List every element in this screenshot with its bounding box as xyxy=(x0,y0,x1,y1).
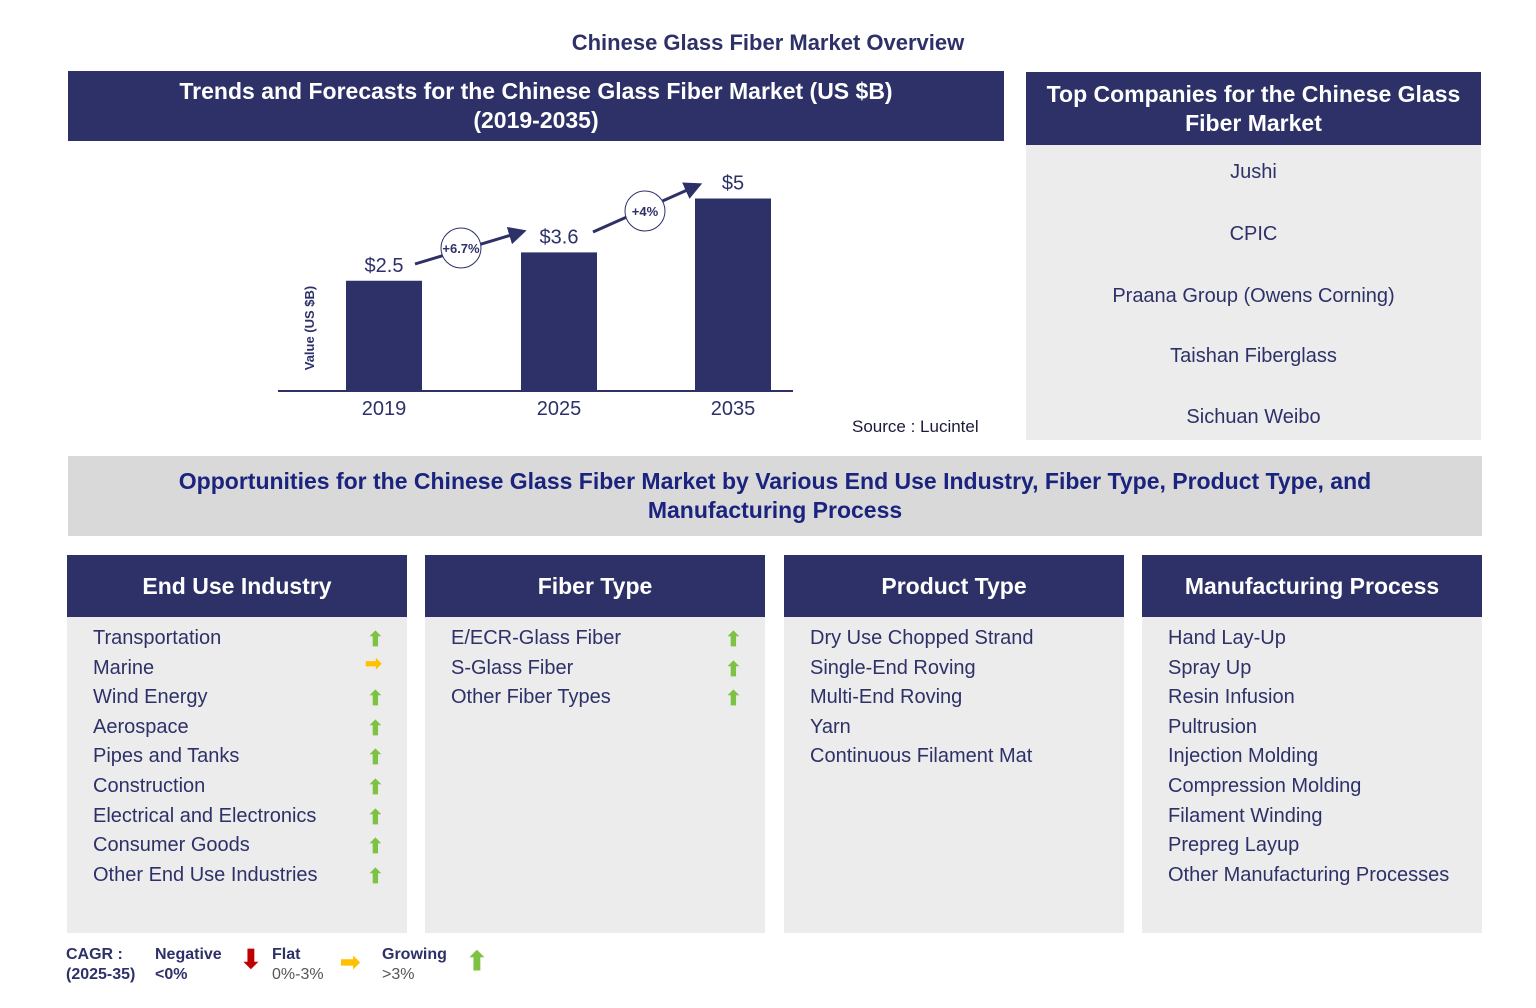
legend-cagr: CAGR : xyxy=(66,946,123,963)
column-header: Fiber Type xyxy=(425,555,765,617)
category-column: End Use Industry Transportation ⬆ Marine ➡ Wi… xyxy=(67,555,407,933)
list-item: Transportation xyxy=(93,627,222,649)
cagr-circle xyxy=(624,190,666,232)
list-item: Electrical and Electronics xyxy=(93,804,317,827)
companies-list: Jushi CPIC Praana Group (Owens Corning) … xyxy=(1026,145,1481,440)
opportunities-banner: Opportunities for the Chinese Glass Fibe… xyxy=(68,456,1482,536)
arrow-up-icon: ⬆ xyxy=(367,865,384,888)
x-tick-label: 2025 xyxy=(537,398,582,420)
category-column: Manufacturing Process Hand Lay-Up Spray Up… xyxy=(1142,555,1482,933)
list-item: Wind Energy xyxy=(93,686,208,709)
column-list: E/ECR-Glass Fiber ⬆ S-Glass Fiber ⬆ Other Fi… xyxy=(425,617,765,933)
trend-header-line2: (2019-2035) xyxy=(473,107,599,133)
legend-negative: Negative xyxy=(155,946,222,963)
company-item: CPIC xyxy=(1229,223,1278,245)
list-item: Other Fiber Types xyxy=(451,686,611,709)
list-item: Injection Molding xyxy=(1168,745,1319,768)
list-item: Pipes and Tanks xyxy=(93,745,240,768)
list-item: Resin Infusion xyxy=(1168,686,1295,709)
arrow-up-icon: ⬆ xyxy=(725,688,742,711)
arrow-up-icon: ⬆ xyxy=(725,658,742,681)
trend-header: Trends and Forecasts for the Chinese Gla… xyxy=(68,71,1004,141)
arrow-right-icon: ➡ xyxy=(365,652,382,675)
company-item: Taishan Fiberglass xyxy=(1170,345,1337,367)
list-item: Filament Winding xyxy=(1168,804,1323,827)
arrow-up-icon: ⬆ xyxy=(367,747,384,770)
legend-growing-range: >3% xyxy=(382,966,415,983)
companies-header: Top Companies for the Chinese Glass Fiber… xyxy=(1026,72,1481,145)
column-header: End Use Industry xyxy=(67,555,407,617)
bar xyxy=(521,252,597,391)
bar xyxy=(695,198,771,391)
list-item: Spray Up xyxy=(1168,656,1252,679)
list-item: Multi-End Roving xyxy=(810,686,963,709)
arrow-right-icon: ➡ xyxy=(340,949,361,976)
legend-period: (2025-35) xyxy=(66,966,136,983)
list-item: Prepreg Layup xyxy=(1168,834,1300,857)
arrow-up-icon: ⬆ xyxy=(466,946,488,976)
list-item: Consumer Goods xyxy=(93,834,250,857)
trend-header-line1: Trends and Forecasts for the Chinese Gla… xyxy=(179,78,893,104)
arrow-up-icon: ⬆ xyxy=(367,717,384,740)
cagr-label: +6.7% xyxy=(442,241,480,256)
arrow-up-icon: ⬆ xyxy=(367,836,384,859)
companies-header-line2: Fiber Market xyxy=(1185,109,1322,136)
column-list: Dry Use Chopped Strand Single-End Roving M… xyxy=(784,617,1124,933)
list-item: S-Glass Fiber xyxy=(451,656,574,679)
column-list: Hand Lay-Up Spray Up Resin Infusion Pultrus… xyxy=(1142,617,1482,933)
x-tick-label: 2019 xyxy=(362,398,407,420)
list-item: Single-End Roving xyxy=(810,656,976,679)
y-axis-label: Value (US $B) xyxy=(302,286,317,371)
arrow-up-icon: ⬆ xyxy=(725,629,742,651)
category-column: Product Type Dry Use Chopped Strand Single… xyxy=(784,555,1124,933)
arrow-down-icon: ⬇ xyxy=(240,944,262,974)
bar-chart: $2.5 2019 $3.6 2025 $5 2035 Value (US $B) +6.7%… xyxy=(278,173,793,420)
column-list: Transportation ⬆ Marine ➡ Wind Energy ⬆ Aerosp… xyxy=(67,617,407,933)
list-item: Construction xyxy=(93,775,206,797)
list-item: Marine xyxy=(93,656,155,679)
arrow-up-icon: ⬆ xyxy=(367,688,384,711)
list-item: Other Manufacturing Processes xyxy=(1168,863,1450,886)
bar xyxy=(346,280,422,391)
arrow-up-icon: ⬆ xyxy=(367,806,384,829)
company-item: Praana Group (Owens Corning) xyxy=(1112,285,1395,307)
company-item: Sichuan Weibo xyxy=(1186,406,1321,428)
column-header: Manufacturing Process xyxy=(1142,555,1482,617)
data-label: $3.6 xyxy=(540,226,579,248)
x-tick-label: 2035 xyxy=(711,398,756,420)
list-item: Yarn xyxy=(810,715,851,738)
arrow-up-icon: ⬆ xyxy=(367,629,384,651)
source-note: Source : Lucintel xyxy=(852,417,979,436)
legend-growing: Growing xyxy=(382,946,447,963)
legend-flat-range: 0%-3% xyxy=(272,966,324,983)
data-label: $5 xyxy=(722,173,744,195)
legend-flat: Flat xyxy=(272,946,301,963)
list-item: Hand Lay-Up xyxy=(1168,627,1286,649)
data-label: $2.5 xyxy=(365,255,404,277)
cagr-label: +4% xyxy=(632,204,659,219)
legend-negative-range: <0% xyxy=(155,966,188,983)
company-item: Jushi xyxy=(1230,161,1277,183)
list-item: Aerospace xyxy=(93,715,189,738)
page-title: Chinese Glass Fiber Market Overview xyxy=(571,30,965,55)
column-header: Product Type xyxy=(784,555,1124,617)
list-item: Pultrusion xyxy=(1168,715,1257,738)
list-item: Continuous Filament Mat xyxy=(810,745,1033,768)
list-item: Other End Use Industries xyxy=(93,863,318,886)
cagr-circle xyxy=(440,227,482,269)
list-item: Dry Use Chopped Strand xyxy=(810,627,1034,649)
companies-header-line1: Top Companies for the Chinese Glass xyxy=(1046,80,1461,107)
list-item: Compression Molding xyxy=(1168,775,1362,797)
arrow-up-icon: ⬆ xyxy=(367,777,384,799)
list-item: E/ECR-Glass Fiber xyxy=(451,627,622,649)
category-column: Fiber Type E/ECR-Glass Fiber ⬆ S-Glass Fibe… xyxy=(425,555,765,933)
